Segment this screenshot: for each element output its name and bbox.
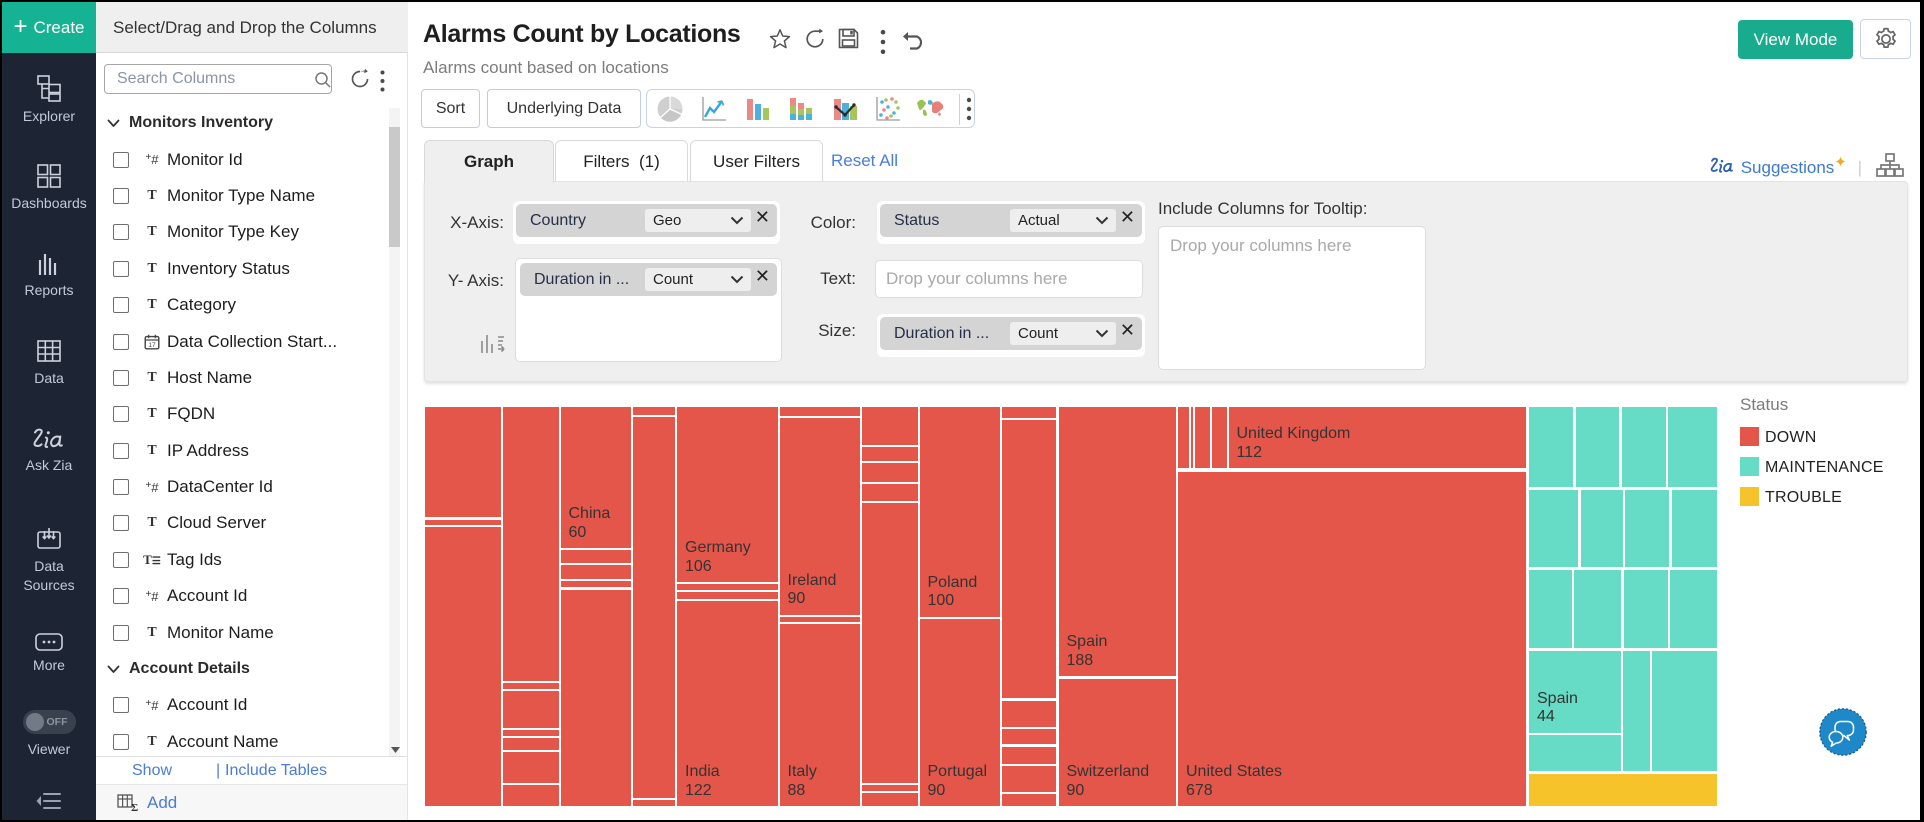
svg-text:17: 17 [148,342,156,349]
svg-text:Σ: Σ [131,802,138,812]
